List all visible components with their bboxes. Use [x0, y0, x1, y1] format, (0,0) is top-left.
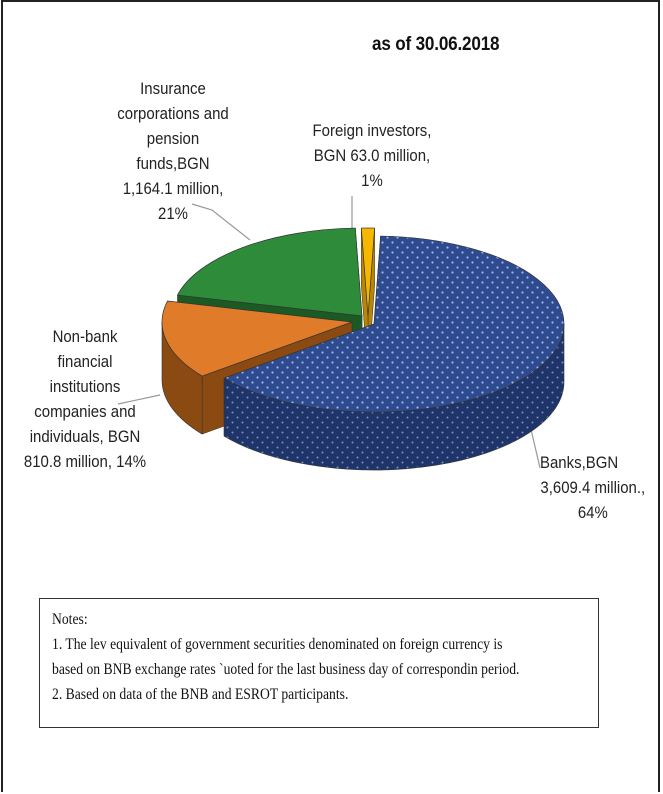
notes-line-3: 2. Based on data of the BNB and ESROT pa… [52, 682, 522, 707]
notes-heading: Notes: [52, 607, 522, 632]
label-foreign-investors: Foreign investors, BGN 63.0 million, 1% [275, 118, 469, 193]
label-insurance: Insurance corporations and pension funds… [72, 76, 274, 226]
label-banks: Banks,BGN 3,609.4 million., 64% [540, 450, 646, 525]
label-nonbank: Non-bank financial institutions companie… [10, 324, 160, 474]
notes-line-2: based on BNB exchange rates `uoted for t… [52, 657, 522, 682]
notes-box: Notes: 1. The lev equivalent of governme… [39, 598, 599, 728]
notes-line-1: 1. The lev equivalent of government secu… [52, 632, 522, 657]
